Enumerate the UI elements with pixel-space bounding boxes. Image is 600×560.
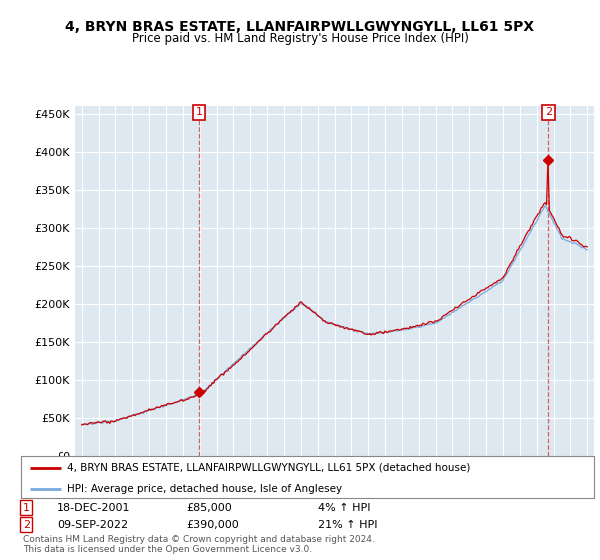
Text: 4, BRYN BRAS ESTATE, LLANFAIRPWLLGWYNGYLL, LL61 5PX (detached house): 4, BRYN BRAS ESTATE, LLANFAIRPWLLGWYNGYL… [67,463,470,473]
Text: £390,000: £390,000 [186,520,239,530]
Text: 09-SEP-2022: 09-SEP-2022 [57,520,128,530]
Text: Contains HM Land Registry data © Crown copyright and database right 2024.: Contains HM Land Registry data © Crown c… [23,534,374,544]
Text: HPI: Average price, detached house, Isle of Anglesey: HPI: Average price, detached house, Isle… [67,484,342,494]
Text: This data is licensed under the Open Government Licence v3.0.: This data is licensed under the Open Gov… [23,544,312,554]
Text: Price paid vs. HM Land Registry's House Price Index (HPI): Price paid vs. HM Land Registry's House … [131,32,469,45]
Text: 4, BRYN BRAS ESTATE, LLANFAIRPWLLGWYNGYLL, LL61 5PX: 4, BRYN BRAS ESTATE, LLANFAIRPWLLGWYNGYL… [65,20,535,34]
Text: 2: 2 [545,108,552,118]
Text: 1: 1 [23,503,30,513]
Text: 4% ↑ HPI: 4% ↑ HPI [318,503,371,513]
Text: £85,000: £85,000 [186,503,232,513]
Text: 18-DEC-2001: 18-DEC-2001 [57,503,131,513]
Text: 1: 1 [196,108,203,118]
Text: 21% ↑ HPI: 21% ↑ HPI [318,520,377,530]
Text: 2: 2 [23,520,30,530]
